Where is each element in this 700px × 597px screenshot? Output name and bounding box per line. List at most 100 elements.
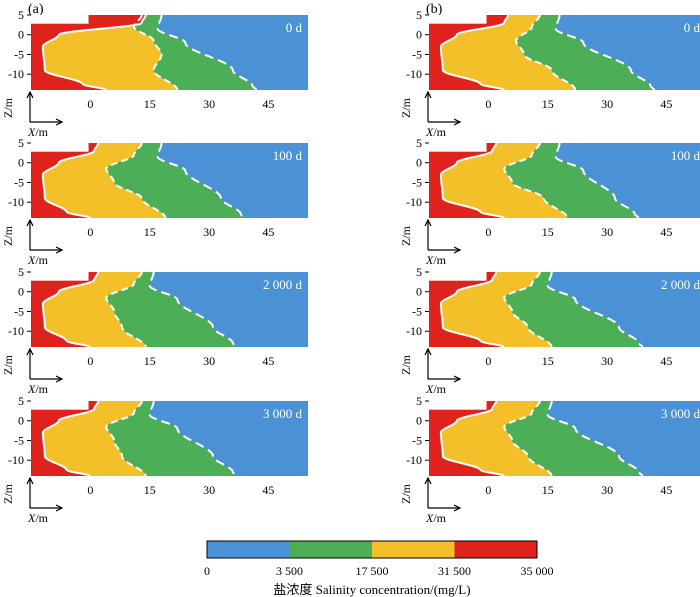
surface-notch: [31, 15, 89, 24]
zone-hypersaline: [429, 272, 505, 347]
colorbar-segment: [454, 541, 537, 558]
y-tick-label: -5: [412, 433, 422, 447]
z-axis-label: Z/m: [399, 97, 413, 118]
x-arrow-head: [55, 118, 64, 126]
salinity-plot: 0 d 5 0 -5 -10 0 15 30 45 Z/m X/m: [1, 8, 308, 139]
panel-label: (b): [426, 2, 443, 17]
x-tick-label: 0: [485, 225, 491, 239]
colorbar-segment: [289, 541, 372, 558]
x-arrow-head: [55, 504, 64, 512]
x-tick-label: 15: [144, 354, 156, 368]
isoline-31500: [41, 14, 147, 91]
isoline-3500: [554, 142, 640, 219]
x-axis-label: X/m: [27, 125, 49, 139]
x-tick-label: 15: [542, 225, 554, 239]
y-tick-label: -5: [412, 47, 422, 61]
x-tick-label: 15: [144, 225, 156, 239]
y-tick-label: -10: [406, 195, 422, 209]
z-arrow-head: [424, 90, 432, 99]
isoline-3500: [554, 14, 656, 91]
x-arrow-head: [453, 504, 462, 512]
x-tick-label: 15: [144, 97, 156, 111]
z-axis-label: Z/m: [399, 225, 413, 246]
colorbar-tick: 17 500: [356, 564, 389, 578]
y-tick-label: -10: [8, 453, 24, 467]
z-axis-label: Z/m: [1, 97, 15, 118]
x-axis-symbol: X: [425, 382, 434, 396]
x-axis-symbol: X: [27, 382, 36, 396]
isoline-31500: [41, 271, 100, 348]
x-axis-unit: /m: [433, 253, 446, 267]
y-tick-label: 0: [416, 28, 422, 42]
y-tick-label: 5: [18, 136, 24, 150]
y-tick-label: -10: [8, 67, 24, 81]
x-axis-symbol: X: [27, 511, 36, 525]
zone-hypersaline: [31, 143, 99, 218]
z-axis-label: Z/m: [399, 483, 413, 504]
isoline-17500: [105, 400, 147, 477]
x-tick-label: 30: [203, 225, 215, 239]
time-label: 3 000 d: [661, 406, 700, 421]
isoline-17500: [105, 142, 167, 219]
y-tick-label: 5: [416, 394, 422, 408]
y-tick-label: 5: [18, 8, 24, 22]
x-tick-label: 15: [542, 354, 554, 368]
x-axis-unit: /m: [35, 511, 48, 525]
z-axis-label: Z/m: [399, 354, 413, 375]
x-axis-label: X/m: [425, 253, 447, 267]
x-tick-label: 0: [485, 354, 491, 368]
x-tick-label: 0: [87, 97, 93, 111]
x-tick-label: 45: [262, 354, 274, 368]
isoline-17500: [515, 14, 577, 91]
isoline-31500: [439, 14, 510, 91]
y-tick-label: -5: [14, 304, 24, 318]
x-axis-symbol: X: [425, 125, 434, 139]
x-tick-label: 15: [542, 483, 554, 497]
time-label: 100 d: [671, 148, 700, 163]
x-tick-label: 45: [660, 225, 672, 239]
isoline-17500: [503, 400, 553, 477]
x-tick-label: 45: [660, 354, 672, 368]
time-label: 0 d: [286, 20, 303, 35]
y-tick-label: -10: [8, 324, 24, 338]
y-tick-label: -10: [406, 67, 422, 81]
x-tick-label: 45: [262, 97, 274, 111]
y-tick-label: 0: [416, 156, 422, 170]
isoline-31500: [439, 142, 505, 219]
y-tick-label: 0: [416, 414, 422, 428]
colorbar-tick: 0: [204, 564, 210, 578]
z-axis-label: Z/m: [1, 225, 15, 246]
isoline-31500: [439, 400, 505, 477]
salinity-plot: 100 d 5 0 -5 -10 0 15 30 45 Z/m X/m: [399, 136, 700, 267]
surface-notch: [429, 15, 487, 24]
zone-hypersaline: [31, 401, 99, 476]
x-tick-label: 0: [87, 354, 93, 368]
x-tick-label: 0: [87, 483, 93, 497]
salinity-plot: 0 d 5 0 -5 -10 0 15 30 45 Z/m X/m: [399, 8, 700, 139]
y-tick-label: -5: [412, 175, 422, 189]
z-axis-label: Z/m: [1, 354, 15, 375]
zone-saline: [31, 15, 178, 90]
isoline-31500: [439, 271, 505, 348]
z-arrow-head: [26, 90, 34, 99]
y-tick-label: 5: [416, 265, 422, 279]
x-tick-label: 30: [203, 483, 215, 497]
time-label: 100 d: [273, 148, 303, 163]
colorbar-tick: 3 500: [276, 564, 303, 578]
x-axis-label: X/m: [27, 382, 49, 396]
x-tick-label: 45: [262, 225, 274, 239]
surface-notch: [429, 272, 487, 281]
x-axis-label: X/m: [425, 511, 447, 525]
zone-hypersaline: [429, 143, 505, 218]
zone-saline: [429, 143, 568, 218]
colorbar-frame: [206, 540, 538, 559]
x-axis-symbol: X: [425, 253, 434, 267]
isoline-31500: [41, 142, 100, 219]
x-tick-label: 45: [262, 483, 274, 497]
surface-notch: [429, 401, 487, 410]
y-tick-label: -10: [406, 324, 422, 338]
y-tick-label: -10: [8, 195, 24, 209]
salinity-plot: 2 000 d 5 0 -5 -10 0 15 30 45 Z/m X/m: [1, 265, 308, 396]
isoline-3500: [148, 400, 238, 477]
surface-notch: [31, 401, 89, 410]
